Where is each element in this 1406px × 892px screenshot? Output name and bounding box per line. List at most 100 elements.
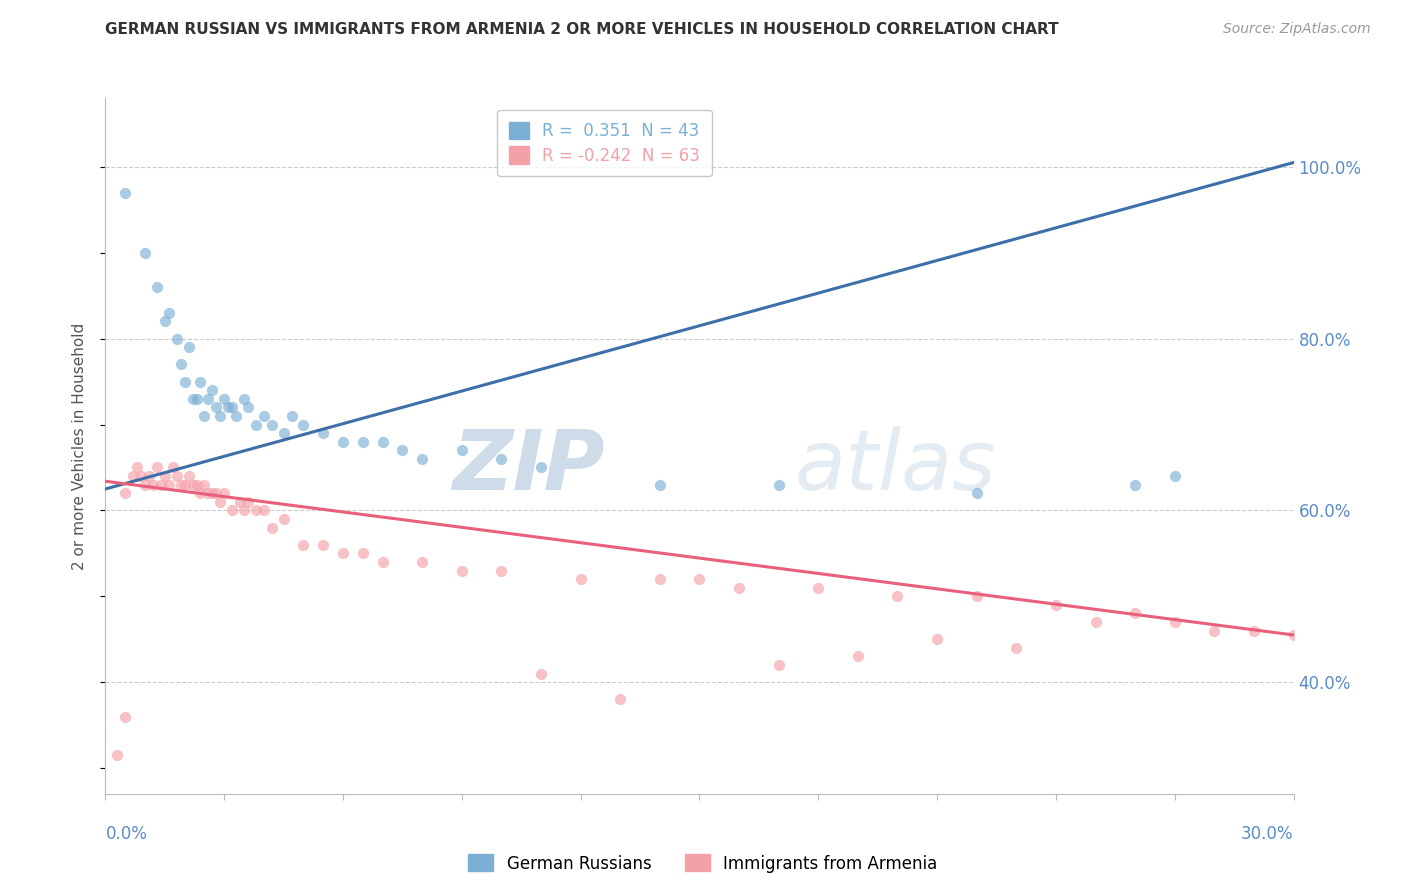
Point bbox=[648, 477, 671, 491]
Text: ZIP: ZIP bbox=[451, 426, 605, 508]
Point bbox=[450, 564, 472, 578]
Point bbox=[391, 443, 413, 458]
Point bbox=[352, 434, 374, 449]
Point bbox=[173, 477, 195, 491]
Point bbox=[292, 417, 315, 432]
Point bbox=[1282, 628, 1305, 642]
Point bbox=[201, 383, 224, 397]
Point bbox=[193, 477, 215, 491]
Point bbox=[221, 503, 243, 517]
Point bbox=[332, 546, 354, 560]
Point bbox=[221, 401, 243, 415]
Y-axis label: 2 or more Vehicles in Household: 2 or more Vehicles in Household bbox=[72, 322, 87, 570]
Point bbox=[122, 469, 145, 483]
Point bbox=[1005, 640, 1028, 655]
Point bbox=[1164, 469, 1187, 483]
Point bbox=[190, 375, 212, 389]
Point bbox=[352, 546, 374, 560]
Point bbox=[245, 503, 267, 517]
Text: Source: ZipAtlas.com: Source: ZipAtlas.com bbox=[1223, 22, 1371, 37]
Legend: German Russians, Immigrants from Armenia: German Russians, Immigrants from Armenia bbox=[461, 847, 945, 880]
Point bbox=[411, 555, 433, 569]
Point bbox=[149, 477, 172, 491]
Point bbox=[245, 417, 267, 432]
Point bbox=[205, 401, 228, 415]
Point bbox=[197, 486, 219, 500]
Point bbox=[273, 426, 295, 441]
Point bbox=[205, 486, 228, 500]
Point bbox=[129, 469, 152, 483]
Point bbox=[197, 392, 219, 406]
Point bbox=[253, 503, 276, 517]
Text: 0.0%: 0.0% bbox=[105, 825, 148, 843]
Point bbox=[966, 590, 988, 604]
Point bbox=[114, 709, 136, 723]
Point bbox=[209, 409, 232, 423]
Point bbox=[1123, 607, 1146, 621]
Point bbox=[138, 469, 160, 483]
Point bbox=[609, 692, 631, 706]
Point bbox=[807, 581, 830, 595]
Point bbox=[181, 392, 204, 406]
Point bbox=[214, 392, 236, 406]
Point bbox=[280, 409, 302, 423]
Point bbox=[127, 460, 149, 475]
Point bbox=[201, 486, 224, 500]
Point bbox=[173, 375, 195, 389]
Point bbox=[105, 748, 128, 763]
Point bbox=[134, 477, 156, 491]
Point bbox=[236, 495, 259, 509]
Point bbox=[225, 409, 247, 423]
Point bbox=[312, 538, 335, 552]
Point bbox=[530, 460, 553, 475]
Point bbox=[371, 434, 394, 449]
Point bbox=[966, 486, 988, 500]
Point bbox=[371, 555, 394, 569]
Point bbox=[846, 649, 869, 664]
Point bbox=[181, 477, 204, 491]
Point bbox=[153, 314, 176, 328]
Point bbox=[134, 245, 156, 260]
Point bbox=[166, 332, 188, 346]
Point bbox=[1204, 624, 1226, 638]
Point bbox=[530, 666, 553, 681]
Point bbox=[153, 469, 176, 483]
Point bbox=[768, 658, 790, 673]
Point bbox=[170, 477, 193, 491]
Point bbox=[768, 477, 790, 491]
Point bbox=[253, 409, 276, 423]
Point bbox=[886, 590, 908, 604]
Point bbox=[233, 392, 256, 406]
Point bbox=[193, 409, 215, 423]
Point bbox=[146, 280, 169, 294]
Point bbox=[292, 538, 315, 552]
Point bbox=[1243, 624, 1265, 638]
Point bbox=[491, 451, 513, 466]
Point bbox=[569, 572, 592, 586]
Point bbox=[273, 512, 295, 526]
Point bbox=[214, 486, 236, 500]
Point bbox=[146, 460, 169, 475]
Point bbox=[1164, 615, 1187, 629]
Point bbox=[236, 401, 259, 415]
Point bbox=[689, 572, 711, 586]
Text: 30.0%: 30.0% bbox=[1241, 825, 1294, 843]
Point bbox=[162, 460, 184, 475]
Point bbox=[170, 358, 193, 372]
Point bbox=[157, 306, 180, 320]
Legend: R =  0.351  N = 43, R = -0.242  N = 63: R = 0.351 N = 43, R = -0.242 N = 63 bbox=[498, 110, 711, 177]
Point bbox=[186, 477, 208, 491]
Point bbox=[925, 632, 948, 647]
Point bbox=[190, 486, 212, 500]
Point bbox=[728, 581, 751, 595]
Point bbox=[157, 477, 180, 491]
Point bbox=[1045, 598, 1067, 612]
Text: atlas: atlas bbox=[794, 426, 997, 508]
Point bbox=[332, 434, 354, 449]
Point bbox=[166, 469, 188, 483]
Point bbox=[177, 469, 200, 483]
Point bbox=[260, 520, 283, 534]
Point bbox=[177, 340, 200, 354]
Point bbox=[411, 451, 433, 466]
Point bbox=[233, 503, 256, 517]
